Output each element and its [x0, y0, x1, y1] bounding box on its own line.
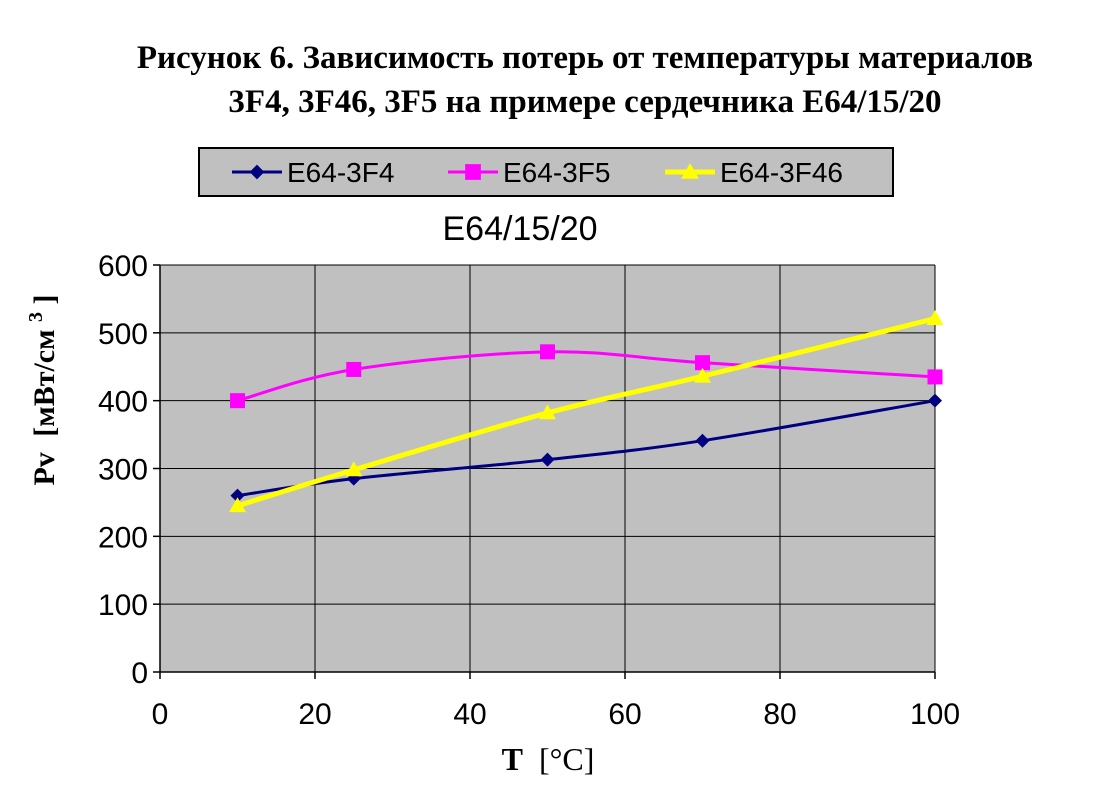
- data-point-series-3: [229, 497, 246, 513]
- series-line-2: [237, 350, 936, 403]
- y-tick-label: 300: [98, 454, 148, 487]
- x-axis-label: T [°C]: [502, 741, 595, 777]
- y-tick-label: 100: [98, 589, 148, 622]
- series-line-1: [237, 399, 936, 498]
- x-tick-label: 40: [453, 698, 486, 731]
- data-point-series-3: [345, 461, 363, 477]
- legend: E64-3F4 E64-3F5 E64-3F46: [232, 157, 843, 188]
- y-axis-label: Pv [мВт/см 3 ]: [16, 294, 61, 485]
- data-point-series-2: [346, 361, 362, 377]
- y-tick-label: 600: [98, 250, 148, 283]
- caption-line-2: 3F4, 3F46, 3F5 на примере сердечника E64…: [228, 84, 942, 120]
- data-point-series-2: [695, 355, 710, 371]
- legend-marker-2: [465, 164, 481, 180]
- y-tick-label: 500: [98, 318, 148, 351]
- data-point-series-3: [926, 310, 944, 325]
- legend-label-2: E64-3F5: [503, 157, 610, 188]
- legend-label-1: E64-3F4: [287, 157, 394, 188]
- data-point-series-2: [230, 393, 245, 409]
- legend-box: [198, 147, 894, 197]
- data-point-series-1: [230, 488, 245, 503]
- data-point-series-3: [539, 404, 556, 420]
- data-point-series-2: [540, 344, 555, 360]
- chart-title: E64/15/20: [442, 210, 597, 248]
- data-point-series-1: [695, 433, 710, 448]
- legend-marker-3: [681, 163, 699, 179]
- x-axis-label-unit: [°C]: [539, 741, 594, 777]
- legend-label-3: E64-3F46: [720, 157, 843, 188]
- y-tick-label: 200: [98, 521, 148, 554]
- x-tick-label: 100: [910, 698, 960, 731]
- data-point-series-2: [927, 369, 943, 385]
- data-point-series-1: [928, 393, 942, 408]
- y-axis-label-unit: [мВт/см: [28, 329, 61, 436]
- x-tick-label: 0: [152, 698, 169, 731]
- x-tick-label: 60: [608, 698, 641, 731]
- x-axis-label-symbol: T: [502, 741, 523, 777]
- figure-caption: Рисунок 6. Зависимость потерь от темпера…: [0, 36, 1096, 124]
- y-tick-label: 400: [98, 386, 148, 419]
- y-axis-label-symbol: Pv: [28, 452, 61, 485]
- y-axis-label-close: ]: [28, 294, 61, 304]
- y-axis-label-superscript: 3: [25, 312, 47, 322]
- x-tick-label: 20: [298, 698, 331, 731]
- x-tick-label: 80: [763, 698, 796, 731]
- legend-marker-1: [249, 164, 265, 180]
- data-point-series-3: [694, 367, 711, 383]
- caption-line-1: Рисунок 6. Зависимость потерь от темпера…: [136, 40, 1034, 76]
- data-point-series-1: [540, 452, 555, 467]
- plot-area: 0 100 200 300 400 500 600 0 20 40 60 80 100: [98, 250, 960, 731]
- y-tick-label: 0: [131, 657, 148, 690]
